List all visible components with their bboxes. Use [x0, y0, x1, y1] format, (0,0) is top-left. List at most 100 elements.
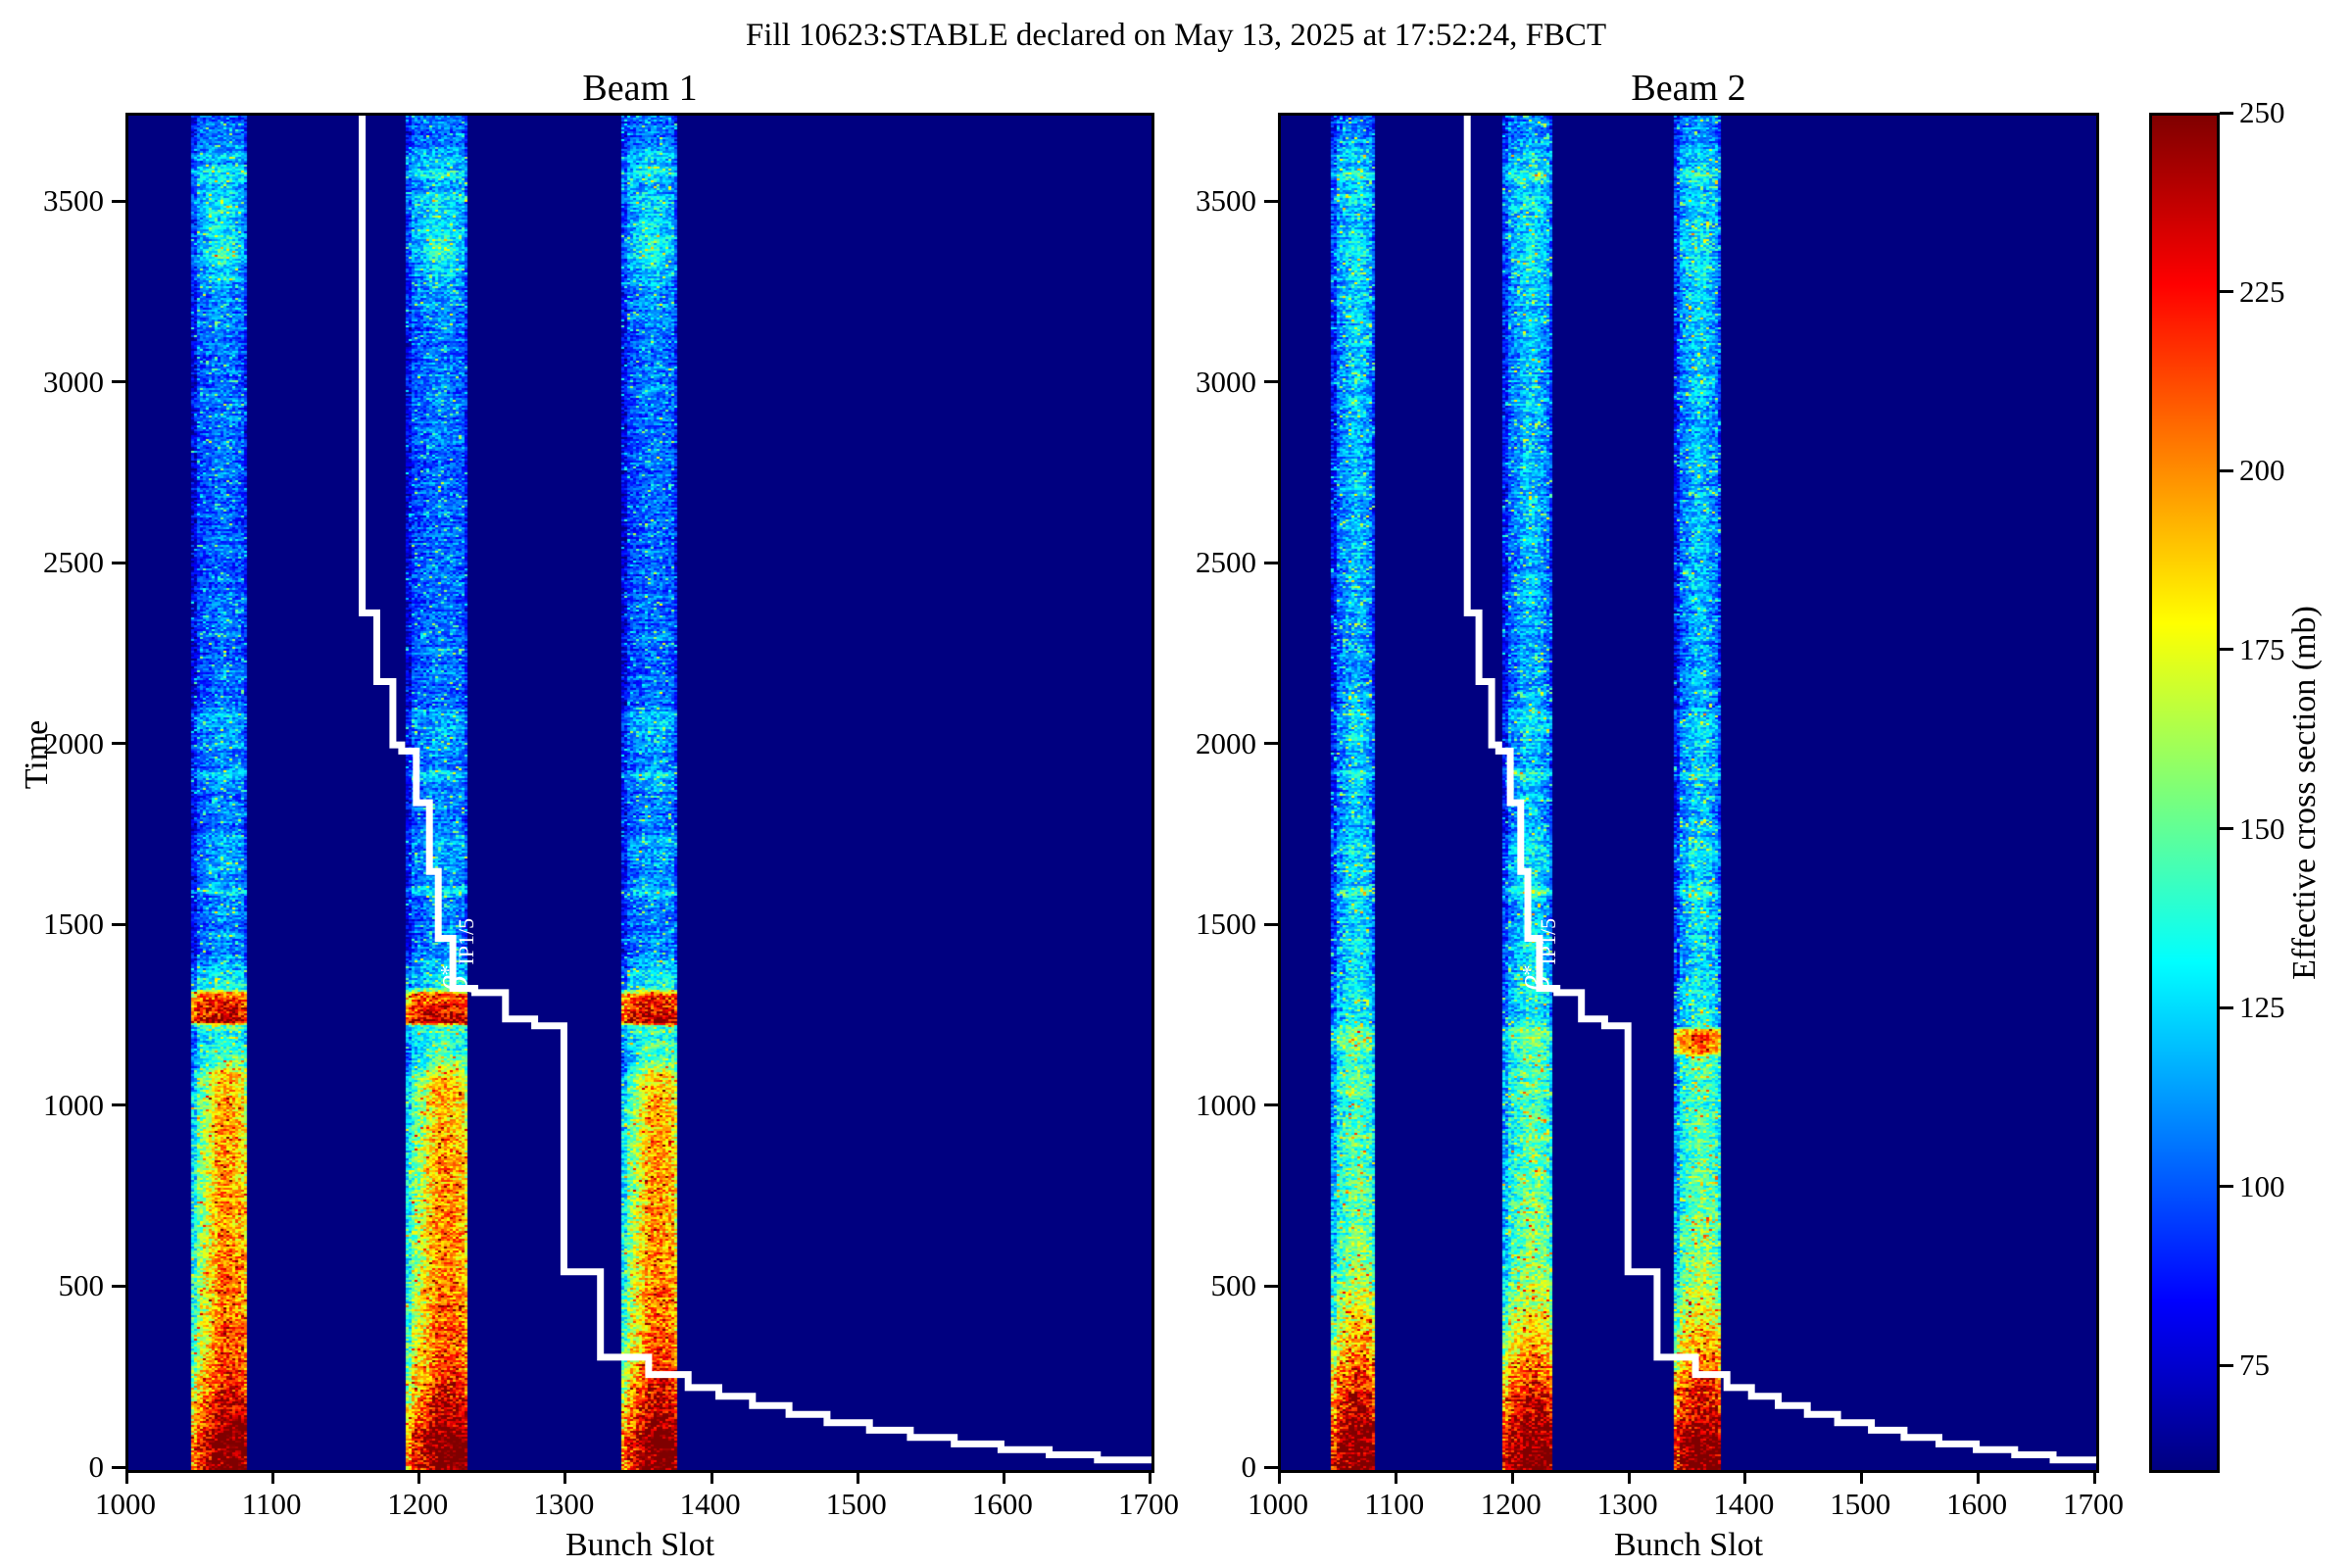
y-tick	[112, 1465, 125, 1469]
y-tick-label: 3500	[1196, 183, 1256, 219]
y-tick-label: 1500	[1196, 906, 1256, 942]
colorbar-tick-label: 100	[2239, 1168, 2285, 1203]
x-tick	[1149, 1470, 1152, 1484]
beam1-x-axis-label: Bunch Slot	[564, 1527, 715, 1563]
x-tick-label: 1100	[1364, 1487, 1425, 1521]
y-tick	[112, 380, 125, 384]
x-tick-label: 1700	[1118, 1487, 1179, 1521]
colorbar-tick-label: 250	[2239, 95, 2285, 129]
y-tick-label: 1500	[43, 906, 104, 942]
y-tick-label: 0	[1241, 1449, 1257, 1484]
x-tick	[1627, 1470, 1631, 1484]
x-tick-label: 1200	[1480, 1487, 1542, 1521]
beam1-heatmap-panel: β*IP1/5	[125, 113, 1154, 1473]
beta-superscript: *	[1517, 964, 1543, 976]
y-tick	[1264, 922, 1278, 926]
y-tick-label: 1000	[43, 1087, 104, 1122]
beam1-beta-star-curve	[359, 116, 1152, 1464]
figure-title: Fill 10623:STABLE declared on May 13, 20…	[745, 18, 1607, 53]
beta-symbol: β	[438, 975, 475, 993]
y-tick	[1264, 561, 1278, 564]
beta-subscript: IP1/5	[1536, 917, 1561, 965]
beam1-plot-area	[128, 116, 1152, 1470]
y-tick-label: 3000	[43, 364, 104, 399]
y-tick-label: 2500	[1196, 545, 1256, 580]
x-tick	[1743, 1470, 1747, 1484]
y-tick	[1264, 742, 1278, 746]
y-tick-label: 500	[58, 1268, 105, 1303]
colorbar-tick	[2220, 827, 2233, 831]
colorbar-tick	[2220, 468, 2233, 472]
y-tick-label: 2500	[43, 545, 104, 580]
y-tick-label: 500	[1210, 1268, 1257, 1303]
x-tick-label: 1000	[1248, 1487, 1308, 1521]
beta-symbol: β	[1519, 975, 1556, 993]
x-tick	[1278, 1470, 1281, 1484]
y-tick-label: 0	[88, 1449, 105, 1484]
x-tick	[564, 1470, 567, 1484]
x-tick-label: 1500	[825, 1487, 887, 1521]
x-tick-label: 1300	[1596, 1487, 1658, 1521]
y-tick	[1264, 380, 1278, 384]
colorbar-tick	[2220, 1005, 2233, 1009]
y-tick-label: 3500	[43, 183, 104, 219]
beam1-heatmap-canvas	[128, 116, 1152, 1470]
y-tick	[112, 1284, 125, 1288]
x-tick-label: 1000	[95, 1487, 156, 1521]
y-tick	[1264, 1284, 1278, 1288]
x-tick	[271, 1470, 275, 1484]
beta-superscript: *	[435, 964, 461, 976]
colorbar-tick-label: 200	[2239, 453, 2285, 488]
x-tick	[1394, 1470, 1397, 1484]
y-tick	[112, 561, 125, 564]
colorbar-tick-label: 175	[2239, 631, 2285, 666]
y-tick	[1264, 199, 1278, 203]
colorbar-label: Effective cross section (mb)	[2286, 606, 2323, 980]
colorbar-tick	[2220, 290, 2233, 294]
x-tick-label: 1700	[2063, 1487, 2124, 1521]
x-tick	[2093, 1470, 2096, 1484]
colorbar-tick	[2220, 648, 2233, 652]
x-tick	[125, 1470, 128, 1484]
beta-subscript: IP1/5	[454, 917, 479, 965]
x-tick	[1002, 1470, 1005, 1484]
x-tick	[1860, 1470, 1864, 1484]
y-tick	[1264, 1103, 1278, 1107]
colorbar	[2149, 113, 2220, 1473]
colorbar-tick-label: 125	[2239, 990, 2285, 1025]
y-tick	[112, 199, 125, 203]
x-tick	[856, 1470, 859, 1484]
x-tick-label: 1400	[1713, 1487, 1775, 1521]
y-tick	[112, 1103, 125, 1107]
x-tick-label: 1400	[679, 1487, 741, 1521]
x-tick-label: 1600	[1946, 1487, 2008, 1521]
y-tick	[1264, 1465, 1278, 1469]
colorbar-tick-label: 150	[2239, 810, 2285, 846]
y-tick	[112, 742, 125, 746]
beam1-title: Beam 1	[582, 68, 698, 109]
x-tick-label: 1100	[241, 1487, 302, 1521]
beam2-heatmap-canvas	[1281, 116, 2096, 1470]
y-tick-label: 1000	[1196, 1087, 1256, 1122]
y-tick-label: 2000	[1196, 725, 1256, 760]
beam2-beta-star-label: β*IP1/5	[1517, 917, 1561, 993]
x-tick-label: 1300	[533, 1487, 595, 1521]
x-tick-label: 1200	[387, 1487, 449, 1521]
beam1-beta-star-label: β*IP1/5	[435, 917, 479, 993]
y-tick-label: 3000	[1196, 364, 1256, 399]
beam2-plot-area	[1281, 116, 2096, 1470]
x-tick	[710, 1470, 713, 1484]
colorbar-tick	[2220, 111, 2233, 115]
y-tick-label: 2000	[43, 725, 104, 760]
beam2-heatmap-panel: β*IP1/5	[1278, 113, 2099, 1473]
beam2-x-axis-label: Bunch Slot	[1613, 1527, 1764, 1563]
y-tick	[112, 922, 125, 926]
x-tick-label: 1500	[1830, 1487, 1891, 1521]
beam2-title: Beam 2	[1631, 68, 1746, 109]
x-tick	[417, 1470, 421, 1484]
colorbar-tick-label: 225	[2239, 273, 2285, 309]
colorbar-tick	[2220, 1363, 2233, 1367]
beam2-beta-star-curve	[1463, 116, 2096, 1464]
colorbar-tick	[2220, 1185, 2233, 1189]
